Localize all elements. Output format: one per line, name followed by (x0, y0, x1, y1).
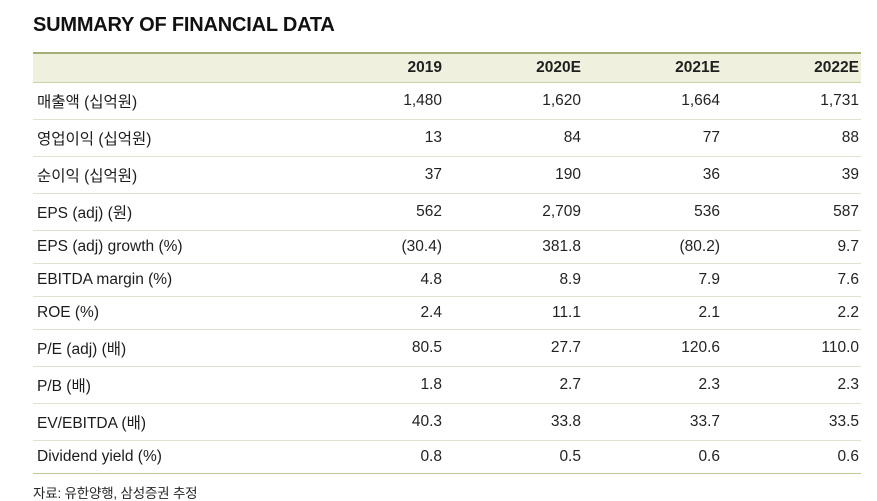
table-cell: 0.5 (444, 440, 583, 474)
table-cell: 1.8 (305, 366, 444, 404)
table-cell: 37 (305, 156, 444, 194)
table-cell: 2,709 (444, 193, 583, 231)
table-cell: 1,731 (722, 82, 861, 120)
row-label: Dividend yield (%) (33, 440, 305, 474)
table-cell: 1,664 (583, 82, 722, 120)
table-row-eps-growth: EPS (adj) growth (%) (30.4) 381.8 (80.2)… (33, 230, 861, 264)
header-cell-year-2019: 2019 (305, 52, 444, 83)
table-cell: 84 (444, 119, 583, 157)
row-label: 매출액 (십억원) (33, 82, 305, 120)
table-cell: 0.8 (305, 440, 444, 474)
table-cell: (80.2) (583, 230, 722, 264)
table-row-pb: P/B (배) 1.8 2.7 2.3 2.3 (33, 366, 861, 404)
row-label: EBITDA margin (%) (33, 263, 305, 297)
table-cell: 1,620 (444, 82, 583, 120)
table-cell: 33.5 (722, 403, 861, 441)
table-cell: 7.6 (722, 263, 861, 297)
table-cell: 110.0 (722, 329, 861, 367)
table-cell: 2.3 (583, 366, 722, 404)
row-label: ROE (%) (33, 296, 305, 330)
header-row: 2019 2020E 2021E 2022E (33, 52, 861, 83)
table-cell: 39 (722, 156, 861, 194)
table-cell: 80.5 (305, 329, 444, 367)
table-cell: 8.9 (444, 263, 583, 297)
row-label: EV/EBITDA (배) (33, 403, 305, 441)
table-cell: 2.4 (305, 296, 444, 330)
row-label: P/E (adj) (배) (33, 329, 305, 367)
table-cell: 120.6 (583, 329, 722, 367)
header-cell-metric (33, 52, 305, 83)
table-cell: 40.3 (305, 403, 444, 441)
table-row-ebitda-margin: EBITDA margin (%) 4.8 8.9 7.9 7.6 (33, 263, 861, 297)
table-cell: 88 (722, 119, 861, 157)
table-row-pe: P/E (adj) (배) 80.5 27.7 120.6 110.0 (33, 329, 861, 367)
table-cell: 33.7 (583, 403, 722, 441)
table-cell: 0.6 (722, 440, 861, 474)
table-cell: 0.6 (583, 440, 722, 474)
table-cell: 36 (583, 156, 722, 194)
table-cell: 77 (583, 119, 722, 157)
header-cell-year-2021e: 2021E (583, 52, 722, 83)
row-label: 순이익 (십억원) (33, 156, 305, 194)
table-row-revenue: 매출액 (십억원) 1,480 1,620 1,664 1,731 (33, 82, 861, 120)
table-row-eps: EPS (adj) (원) 562 2,709 536 587 (33, 193, 861, 231)
financial-data-table: 2019 2020E 2021E 2022E 매출액 (십억원) 1,480 1… (33, 52, 861, 474)
table-cell: 9.7 (722, 230, 861, 264)
table-cell: 4.8 (305, 263, 444, 297)
row-label: 영업이익 (십억원) (33, 119, 305, 157)
table-cell: 381.8 (444, 230, 583, 264)
row-label: EPS (adj) growth (%) (33, 230, 305, 264)
table-cell: 2.7 (444, 366, 583, 404)
table-cell: 27.7 (444, 329, 583, 367)
table-cell: (30.4) (305, 230, 444, 264)
table-cell: 13 (305, 119, 444, 157)
table-cell: 1,480 (305, 82, 444, 120)
table-cell: 33.8 (444, 403, 583, 441)
table-cell: 536 (583, 193, 722, 231)
header-cell-year-2020e: 2020E (444, 52, 583, 83)
section-title: SUMMARY OF FINANCIAL DATA (33, 14, 335, 36)
header-cell-year-2022e: 2022E (722, 52, 861, 83)
table-cell: 587 (722, 193, 861, 231)
source-note: 자료: 유한양행, 삼성증권 추정 (33, 486, 198, 501)
table-cell: 2.3 (722, 366, 861, 404)
row-label: P/B (배) (33, 366, 305, 404)
table-row-roe: ROE (%) 2.4 11.1 2.1 2.2 (33, 296, 861, 330)
table-cell: 190 (444, 156, 583, 194)
table-row-dividend-yield: Dividend yield (%) 0.8 0.5 0.6 0.6 (33, 440, 861, 474)
table-row-operating-profit: 영업이익 (십억원) 13 84 77 88 (33, 119, 861, 157)
table-row-ev-ebitda: EV/EBITDA (배) 40.3 33.8 33.7 33.5 (33, 403, 861, 441)
row-label: EPS (adj) (원) (33, 193, 305, 231)
table-cell: 2.2 (722, 296, 861, 330)
table-cell: 7.9 (583, 263, 722, 297)
table-cell: 11.1 (444, 296, 583, 330)
table-cell: 2.1 (583, 296, 722, 330)
table-row-net-profit: 순이익 (십억원) 37 190 36 39 (33, 156, 861, 194)
table-cell: 562 (305, 193, 444, 231)
